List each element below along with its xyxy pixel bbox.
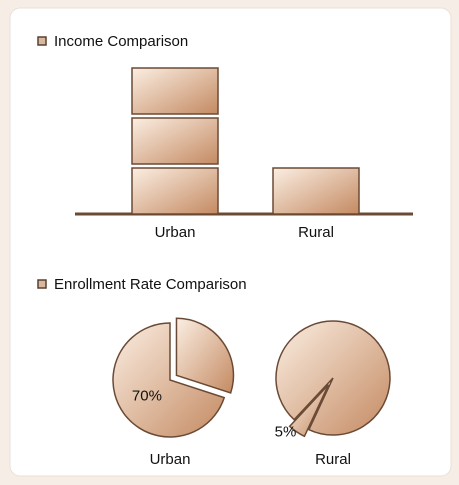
category-label: Urban	[155, 224, 196, 241]
card	[9, 7, 452, 477]
category-label: Rural	[298, 224, 334, 241]
chart-title: Income Comparison	[54, 33, 188, 50]
pie-remainder	[175, 317, 235, 394]
chart-title: Enrollment Rate Comparison	[54, 276, 247, 293]
unit-box	[131, 117, 219, 165]
bullet	[37, 36, 47, 46]
unit-box	[131, 167, 219, 215]
pie-slice	[288, 384, 330, 438]
category-label: Urban	[150, 451, 191, 468]
category-label: Rural	[315, 451, 351, 468]
unit-column	[272, 167, 360, 215]
unit-box	[131, 67, 219, 115]
pie-slice	[112, 322, 226, 438]
value-label: 5%	[275, 423, 297, 440]
bullet	[37, 279, 47, 289]
unit-column	[131, 67, 219, 215]
value-label: 70%	[132, 388, 162, 405]
pie-remainder	[275, 320, 391, 436]
unit-box	[272, 167, 360, 215]
